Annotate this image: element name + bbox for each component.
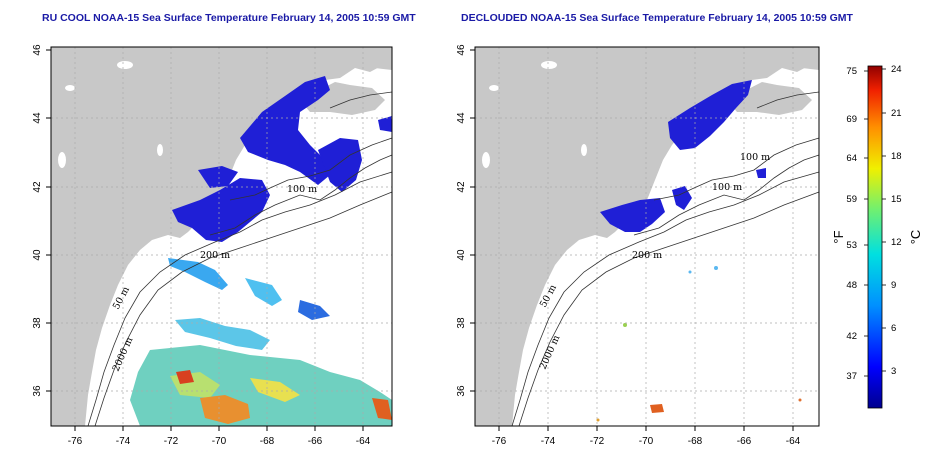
left-y-tick: 46 [32,44,43,56]
right-map: 100 m 100 m 200 m 50 m 2000 m -76 -74 -7… [456,44,820,447]
right-map-title: DECLOUDED NOAA-15 Sea Surface Temperatur… [461,12,853,24]
colorbar-f-tick: 42 [846,331,857,342]
colorbar-f-tick: 59 [846,194,857,205]
right-x-tick: -76 [492,436,507,447]
right-x-tick: -64 [786,436,801,447]
right-x-tick: -74 [541,436,556,447]
colorbar-c-tick: 3 [891,366,896,377]
left-map-frame [50,46,393,427]
right-y-tick: 36 [456,385,467,397]
right-map-frame [474,46,820,427]
colorbar-c-tick: 9 [891,280,896,291]
left-x-tick: -74 [116,436,131,447]
colorbar-c-tick: 18 [891,151,902,162]
left-x-tick: -72 [164,436,179,447]
right-contour-100m-upper: 100 m [740,152,770,163]
right-y-tick: 42 [456,181,467,193]
colorbar-c-tick: 12 [891,237,902,248]
left-x-tick: -66 [308,436,323,447]
left-x-tick: -70 [212,436,227,447]
right-warm-water [596,266,802,422]
celsius-label: °C [908,230,923,245]
left-cold-water [172,76,392,242]
right-graticule [475,47,819,426]
left-y-tick: 44 [32,112,43,124]
left-contour-200m: 200 m [200,250,230,261]
colorbar-f-tick: 53 [846,240,857,251]
colorbar-c-tick: 21 [891,108,902,119]
right-contour-200m: 200 m [632,250,662,261]
left-warm-water [130,258,392,426]
right-x-tick: -68 [688,436,703,447]
colorbar-f-tick: 64 [846,153,857,164]
temperature-colorbar: 75 69 64 59 53 48 42 37 24 21 18 15 12 9… [831,64,923,409]
left-map: 100 m 200 m 50 m 2000 m -76 -74 -72 -70 … [32,44,393,447]
left-y-tick: 38 [32,317,43,329]
right-contour-100m: 100 m [712,182,742,193]
colorbar-c-tick: 6 [891,323,896,334]
right-y-tick: 38 [456,317,467,329]
colorbar-f-tick: 48 [846,280,857,291]
left-land-mass [51,47,392,426]
right-x-tick: -70 [639,436,654,447]
left-x-tick: -64 [356,436,371,447]
right-y-tick: 44 [456,112,467,124]
right-land-mass [475,47,819,426]
left-y-tick: 36 [32,385,43,397]
right-y-tick: 46 [456,44,467,56]
left-contour-100m: 100 m [287,184,317,195]
right-x-tick: -72 [590,436,605,447]
left-graticule [51,47,392,426]
left-x-tick: -76 [68,436,83,447]
left-map-title: RU COOL NOAA-15 Sea Surface Temperature … [42,12,416,24]
right-x-tick: -66 [737,436,752,447]
left-y-tick: 40 [32,249,43,261]
right-bathymetry [511,91,820,427]
colorbar-f-tick: 37 [846,371,857,382]
right-y-tick: 40 [456,249,467,261]
left-y-tick: 42 [32,181,43,193]
colorbar-c-tick: 24 [891,64,902,75]
colorbar-f-tick: 69 [846,114,857,125]
colorbar-gradient [867,65,883,409]
colorbar-f-tick: 75 [846,66,857,77]
left-x-tick: -68 [260,436,275,447]
left-bathymetry [87,91,393,427]
right-cold-water [600,80,766,232]
colorbar-c-tick: 15 [891,194,902,205]
fahrenheit-label: °F [831,230,846,243]
